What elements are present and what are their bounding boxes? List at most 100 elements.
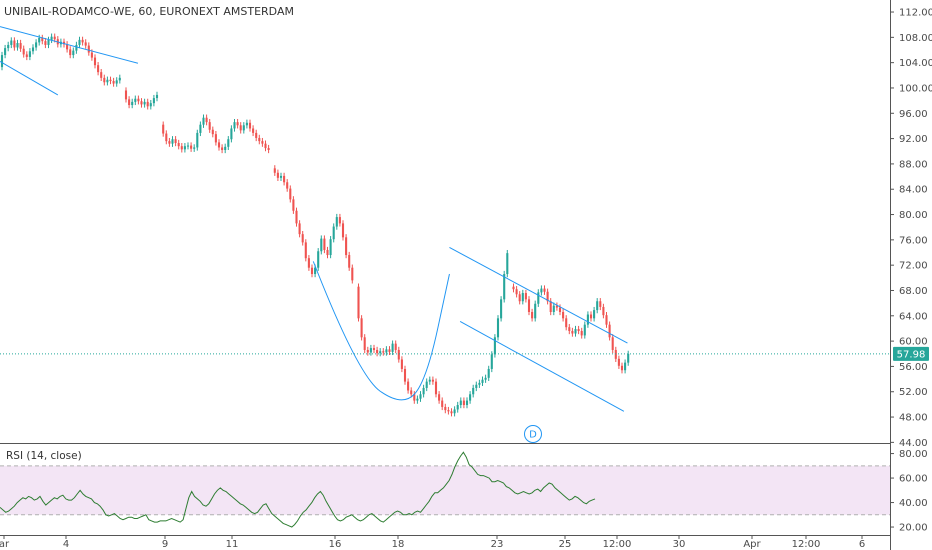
candle [245, 119, 248, 129]
candle-body [379, 351, 382, 354]
candle [397, 346, 400, 363]
candle-body [208, 122, 211, 130]
candle [599, 298, 602, 311]
candle [78, 36, 81, 49]
candle-body [78, 39, 81, 45]
candle [562, 308, 565, 322]
candle-body [47, 39, 50, 45]
candle-body [555, 305, 558, 308]
candle [292, 196, 295, 214]
candle-body [546, 291, 549, 302]
candle [410, 387, 413, 398]
candle [7, 41, 10, 52]
chart-title: UNIBAIL-RODAMCO-WE, 60, EURONEXT AMSTERD… [4, 5, 294, 18]
candle-body [66, 44, 69, 50]
candle [419, 391, 422, 402]
price-tick-label: 56.00 [899, 362, 928, 373]
candle [456, 401, 459, 413]
price-tick-label: 88.00 [899, 159, 928, 170]
candle-body [599, 301, 602, 307]
candle-body [596, 301, 599, 311]
candle [537, 289, 540, 307]
candle-body [428, 379, 431, 382]
candle-body [394, 343, 397, 350]
candle-body [571, 330, 574, 334]
candle-body [416, 398, 419, 401]
candle [571, 327, 574, 337]
candle [394, 340, 397, 354]
rsi-band [0, 465, 890, 515]
candle-body [459, 400, 462, 406]
candle [69, 46, 72, 59]
candle [252, 125, 255, 137]
candle [109, 76, 112, 85]
candle [217, 139, 221, 151]
candle-body [273, 168, 276, 173]
time-tick-label: 18 [392, 539, 405, 550]
candle-body [128, 99, 131, 106]
candle [565, 315, 568, 331]
candle [400, 356, 403, 373]
candle-body [462, 400, 465, 406]
candle-body [385, 349, 388, 353]
candle [205, 114, 208, 126]
candle [289, 185, 292, 203]
candle [4, 44, 7, 59]
candle [140, 98, 143, 108]
candle [493, 334, 496, 358]
price-tick-label: 92.00 [899, 134, 928, 145]
candle-body [13, 40, 16, 48]
candle [506, 249, 509, 278]
candle [103, 74, 106, 86]
candle [487, 365, 490, 381]
candle [233, 118, 236, 132]
candle [298, 220, 301, 238]
candle [484, 374, 487, 383]
candle-body [444, 406, 447, 411]
candle [221, 144, 224, 154]
candle-body [84, 42, 87, 46]
candle [624, 359, 627, 374]
candle [546, 288, 549, 305]
candle-body [478, 382, 481, 385]
time-tick-label: 11 [226, 539, 239, 550]
price-tick-label: 100.00 [899, 83, 932, 94]
candle-body [425, 381, 428, 388]
candle [267, 144, 270, 154]
candle-body [400, 359, 403, 369]
candle [106, 76, 109, 86]
candle-body [4, 48, 7, 56]
candle-body [258, 137, 261, 142]
candle [25, 51, 28, 61]
candle [496, 315, 500, 341]
candle [199, 121, 202, 137]
candle [605, 311, 608, 328]
candle [345, 234, 348, 259]
candle-body [267, 148, 270, 150]
candle [589, 311, 593, 322]
candle-body [211, 129, 214, 135]
candle-body [87, 45, 90, 53]
candle-body [264, 143, 267, 149]
candle [472, 384, 475, 398]
time-tick-label: 23 [491, 539, 504, 550]
candle [62, 38, 66, 48]
candle [183, 143, 186, 153]
candle [10, 37, 13, 49]
candle-body [403, 368, 407, 382]
candle [283, 172, 286, 186]
candle-body [614, 349, 617, 359]
candle [137, 95, 140, 105]
candle-body [372, 348, 376, 350]
candle-body [81, 39, 84, 43]
candle [450, 408, 453, 417]
candle [580, 327, 583, 339]
candle-body [574, 329, 577, 334]
candle [425, 378, 428, 392]
candle [16, 39, 19, 51]
candle [162, 121, 165, 137]
candle [611, 334, 614, 354]
rsi-tick-label: 60.00 [899, 474, 928, 485]
